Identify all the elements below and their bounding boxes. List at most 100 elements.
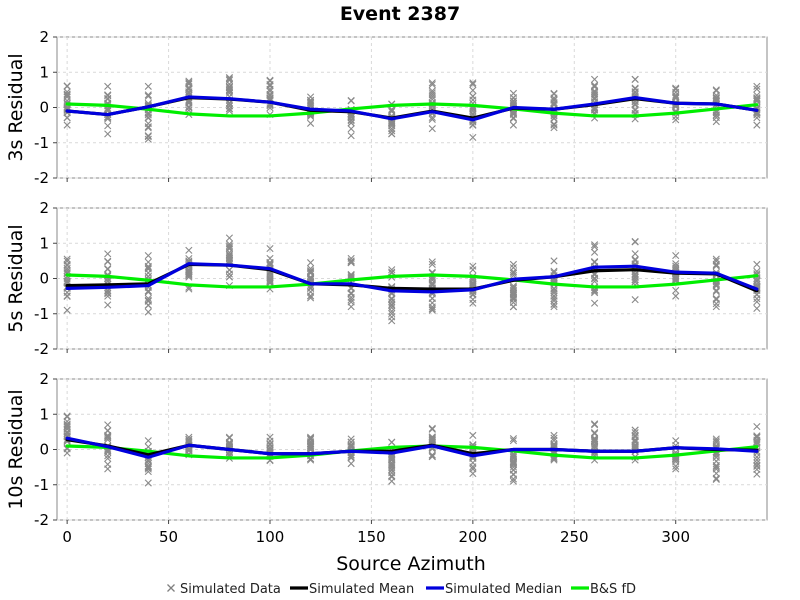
data-point <box>347 116 355 124</box>
data-point <box>63 90 71 98</box>
data-point <box>550 98 558 107</box>
data-point <box>388 465 396 474</box>
data-point <box>590 275 599 283</box>
data-point <box>104 292 112 300</box>
data-point <box>347 296 355 304</box>
data-point <box>631 426 639 434</box>
data-point <box>753 260 761 268</box>
data-point <box>550 295 558 303</box>
data-point <box>753 121 761 129</box>
data-point <box>104 122 112 130</box>
data-point <box>63 264 71 272</box>
data-point <box>266 94 274 102</box>
data-point <box>225 73 234 82</box>
y-tick-label: -1 <box>34 476 49 494</box>
data-point <box>225 75 234 83</box>
data-point <box>672 286 680 294</box>
data-point <box>144 82 152 90</box>
series-line-simulated-median <box>65 262 759 294</box>
data-point <box>144 437 152 445</box>
data-point <box>631 270 639 278</box>
data-point <box>509 110 518 118</box>
data-point <box>104 289 112 297</box>
legend-label: Simulated Data <box>180 582 281 597</box>
data-point <box>266 440 274 449</box>
data-point <box>388 107 396 116</box>
data-point <box>509 269 518 277</box>
data-point <box>104 105 112 114</box>
data-point <box>225 76 234 84</box>
data-point <box>266 104 274 112</box>
data-point <box>144 479 152 487</box>
data-point <box>225 251 234 259</box>
data-point <box>509 99 518 108</box>
data-point <box>266 275 274 283</box>
data-point <box>388 120 396 128</box>
data-point <box>550 257 558 265</box>
data-point <box>712 463 720 471</box>
data-point <box>347 257 355 265</box>
data-point <box>144 308 152 316</box>
data-point <box>347 272 355 280</box>
data-point <box>753 290 761 298</box>
data-point <box>63 425 71 433</box>
data-point <box>590 443 599 451</box>
data-point <box>590 258 599 266</box>
data-point <box>631 276 639 284</box>
data-point <box>509 435 518 443</box>
data-point <box>672 457 680 466</box>
data-point <box>104 250 112 258</box>
x-tick-label: 0 <box>62 528 72 546</box>
data-point <box>388 295 396 303</box>
data-point <box>428 276 436 284</box>
data-point <box>306 294 315 302</box>
data-point <box>590 277 599 285</box>
data-point <box>266 261 274 269</box>
data-point <box>104 460 112 468</box>
legend-marker <box>167 584 175 592</box>
data-point <box>712 451 720 459</box>
data-point <box>509 109 518 117</box>
data-point <box>225 242 234 250</box>
data-point <box>428 115 436 123</box>
data-point <box>590 87 599 95</box>
data-point <box>469 266 477 274</box>
data-point <box>469 92 477 100</box>
data-point <box>753 85 761 93</box>
data-point <box>428 305 436 313</box>
data-point <box>469 280 477 288</box>
data-point <box>388 313 396 321</box>
data-point <box>306 268 315 276</box>
data-point <box>631 250 639 258</box>
data-point <box>672 456 680 464</box>
data-point <box>63 91 71 99</box>
legend-label: Simulated Median <box>445 582 562 597</box>
x-tick-label: 200 <box>459 528 488 546</box>
data-point <box>185 99 193 107</box>
y-axis-title: 3s Residual <box>5 53 27 161</box>
y-tick-label: -2 <box>34 340 49 358</box>
data-point <box>266 244 274 253</box>
data-point <box>428 424 436 432</box>
data-point <box>306 434 315 442</box>
data-point <box>185 89 193 97</box>
data-point <box>672 251 680 260</box>
data-point <box>388 130 396 138</box>
legend: Simulated Data Simulated Mean Simulated Me… <box>167 582 636 597</box>
y-tick-label: 2 <box>39 370 49 388</box>
data-point <box>428 306 436 314</box>
y-axis-title: 10s Residual <box>5 389 27 509</box>
data-point <box>347 125 355 133</box>
data-point <box>550 292 558 300</box>
data-point <box>63 82 71 90</box>
data-point <box>388 438 396 446</box>
data-point <box>306 96 315 104</box>
data-point <box>590 248 599 256</box>
data-point <box>144 124 152 132</box>
data-point <box>388 453 396 461</box>
data-point <box>590 75 599 83</box>
panel-2: -2 -1 0 1 2 5s Residual <box>5 199 768 358</box>
data-point <box>144 113 152 121</box>
data-point <box>388 309 396 318</box>
